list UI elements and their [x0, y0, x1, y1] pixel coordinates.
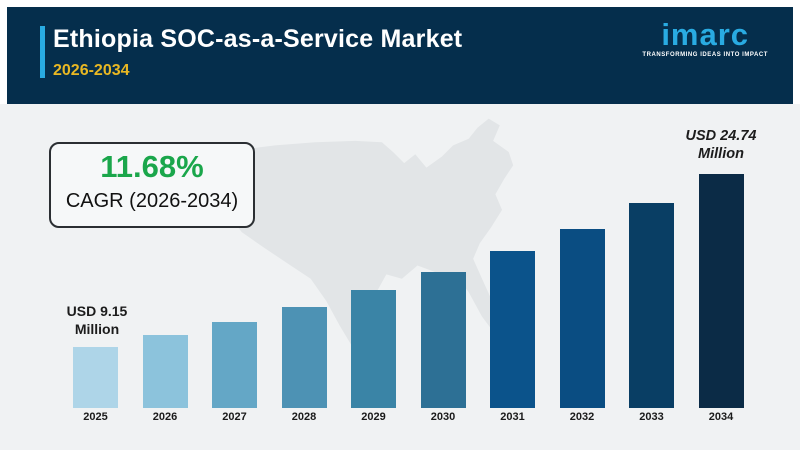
x-axis-label-2030: 2030 — [430, 411, 456, 423]
header-banner: Ethiopia SOC-as-a-Service Market 2026-20… — [7, 7, 793, 104]
start-value-line1: USD 9.15 — [66, 303, 128, 319]
page-title: Ethiopia SOC-as-a-Service Market — [53, 25, 463, 53]
end-value-line1: USD 24.74 — [685, 128, 757, 144]
bar-2025 — [73, 347, 118, 408]
x-axis-label-2025: 2025 — [83, 411, 108, 423]
x-axis-label-2032: 2032 — [569, 411, 595, 423]
imarc-logo-tagline: TRANSFORMING IDEAS INTO IMPACT — [642, 52, 768, 58]
x-axis-label-2034: 2034 — [708, 411, 734, 423]
start-value-label: USD 9.15 Million — [67, 302, 128, 338]
bar-2029 — [351, 290, 396, 408]
bar-2032 — [559, 229, 605, 408]
cagr-label: CAGR (2026-2034) — [65, 190, 239, 212]
imarc-logo: imarc TRANSFORMING IDEAS INTO IMPACT — [642, 17, 768, 59]
bar-2028 — [281, 307, 327, 408]
cagr-value: 11.68% — [100, 149, 204, 184]
bar-2034 — [698, 174, 744, 408]
x-axis-label-2027: 2027 — [222, 411, 247, 423]
start-value-line2: Million — [74, 321, 120, 337]
x-axis-label-2031: 2031 — [500, 411, 525, 423]
forecast-period: 2026-2034 — [53, 62, 130, 79]
x-axis-label-2029: 2029 — [361, 411, 386, 423]
bar-2026 — [142, 335, 188, 408]
x-axis-label-2033: 2033 — [639, 411, 664, 423]
title-accent-bar — [40, 26, 45, 78]
x-axis-label-2028: 2028 — [291, 411, 317, 423]
end-value-label: USD 24.74 Million — [686, 127, 757, 163]
bar-2031 — [490, 251, 535, 408]
cagr-card: 11.68% CAGR (2026-2034) — [49, 142, 255, 228]
bar-2033 — [629, 203, 674, 408]
bar-2027 — [212, 322, 257, 408]
bar-2030 — [420, 272, 466, 408]
usa-map-watermark-icon — [210, 118, 514, 348]
end-value-line2: Million — [698, 146, 744, 162]
x-axis-label-2026: 2026 — [152, 411, 178, 423]
imarc-logo-wordmark: imarc — [661, 17, 750, 52]
